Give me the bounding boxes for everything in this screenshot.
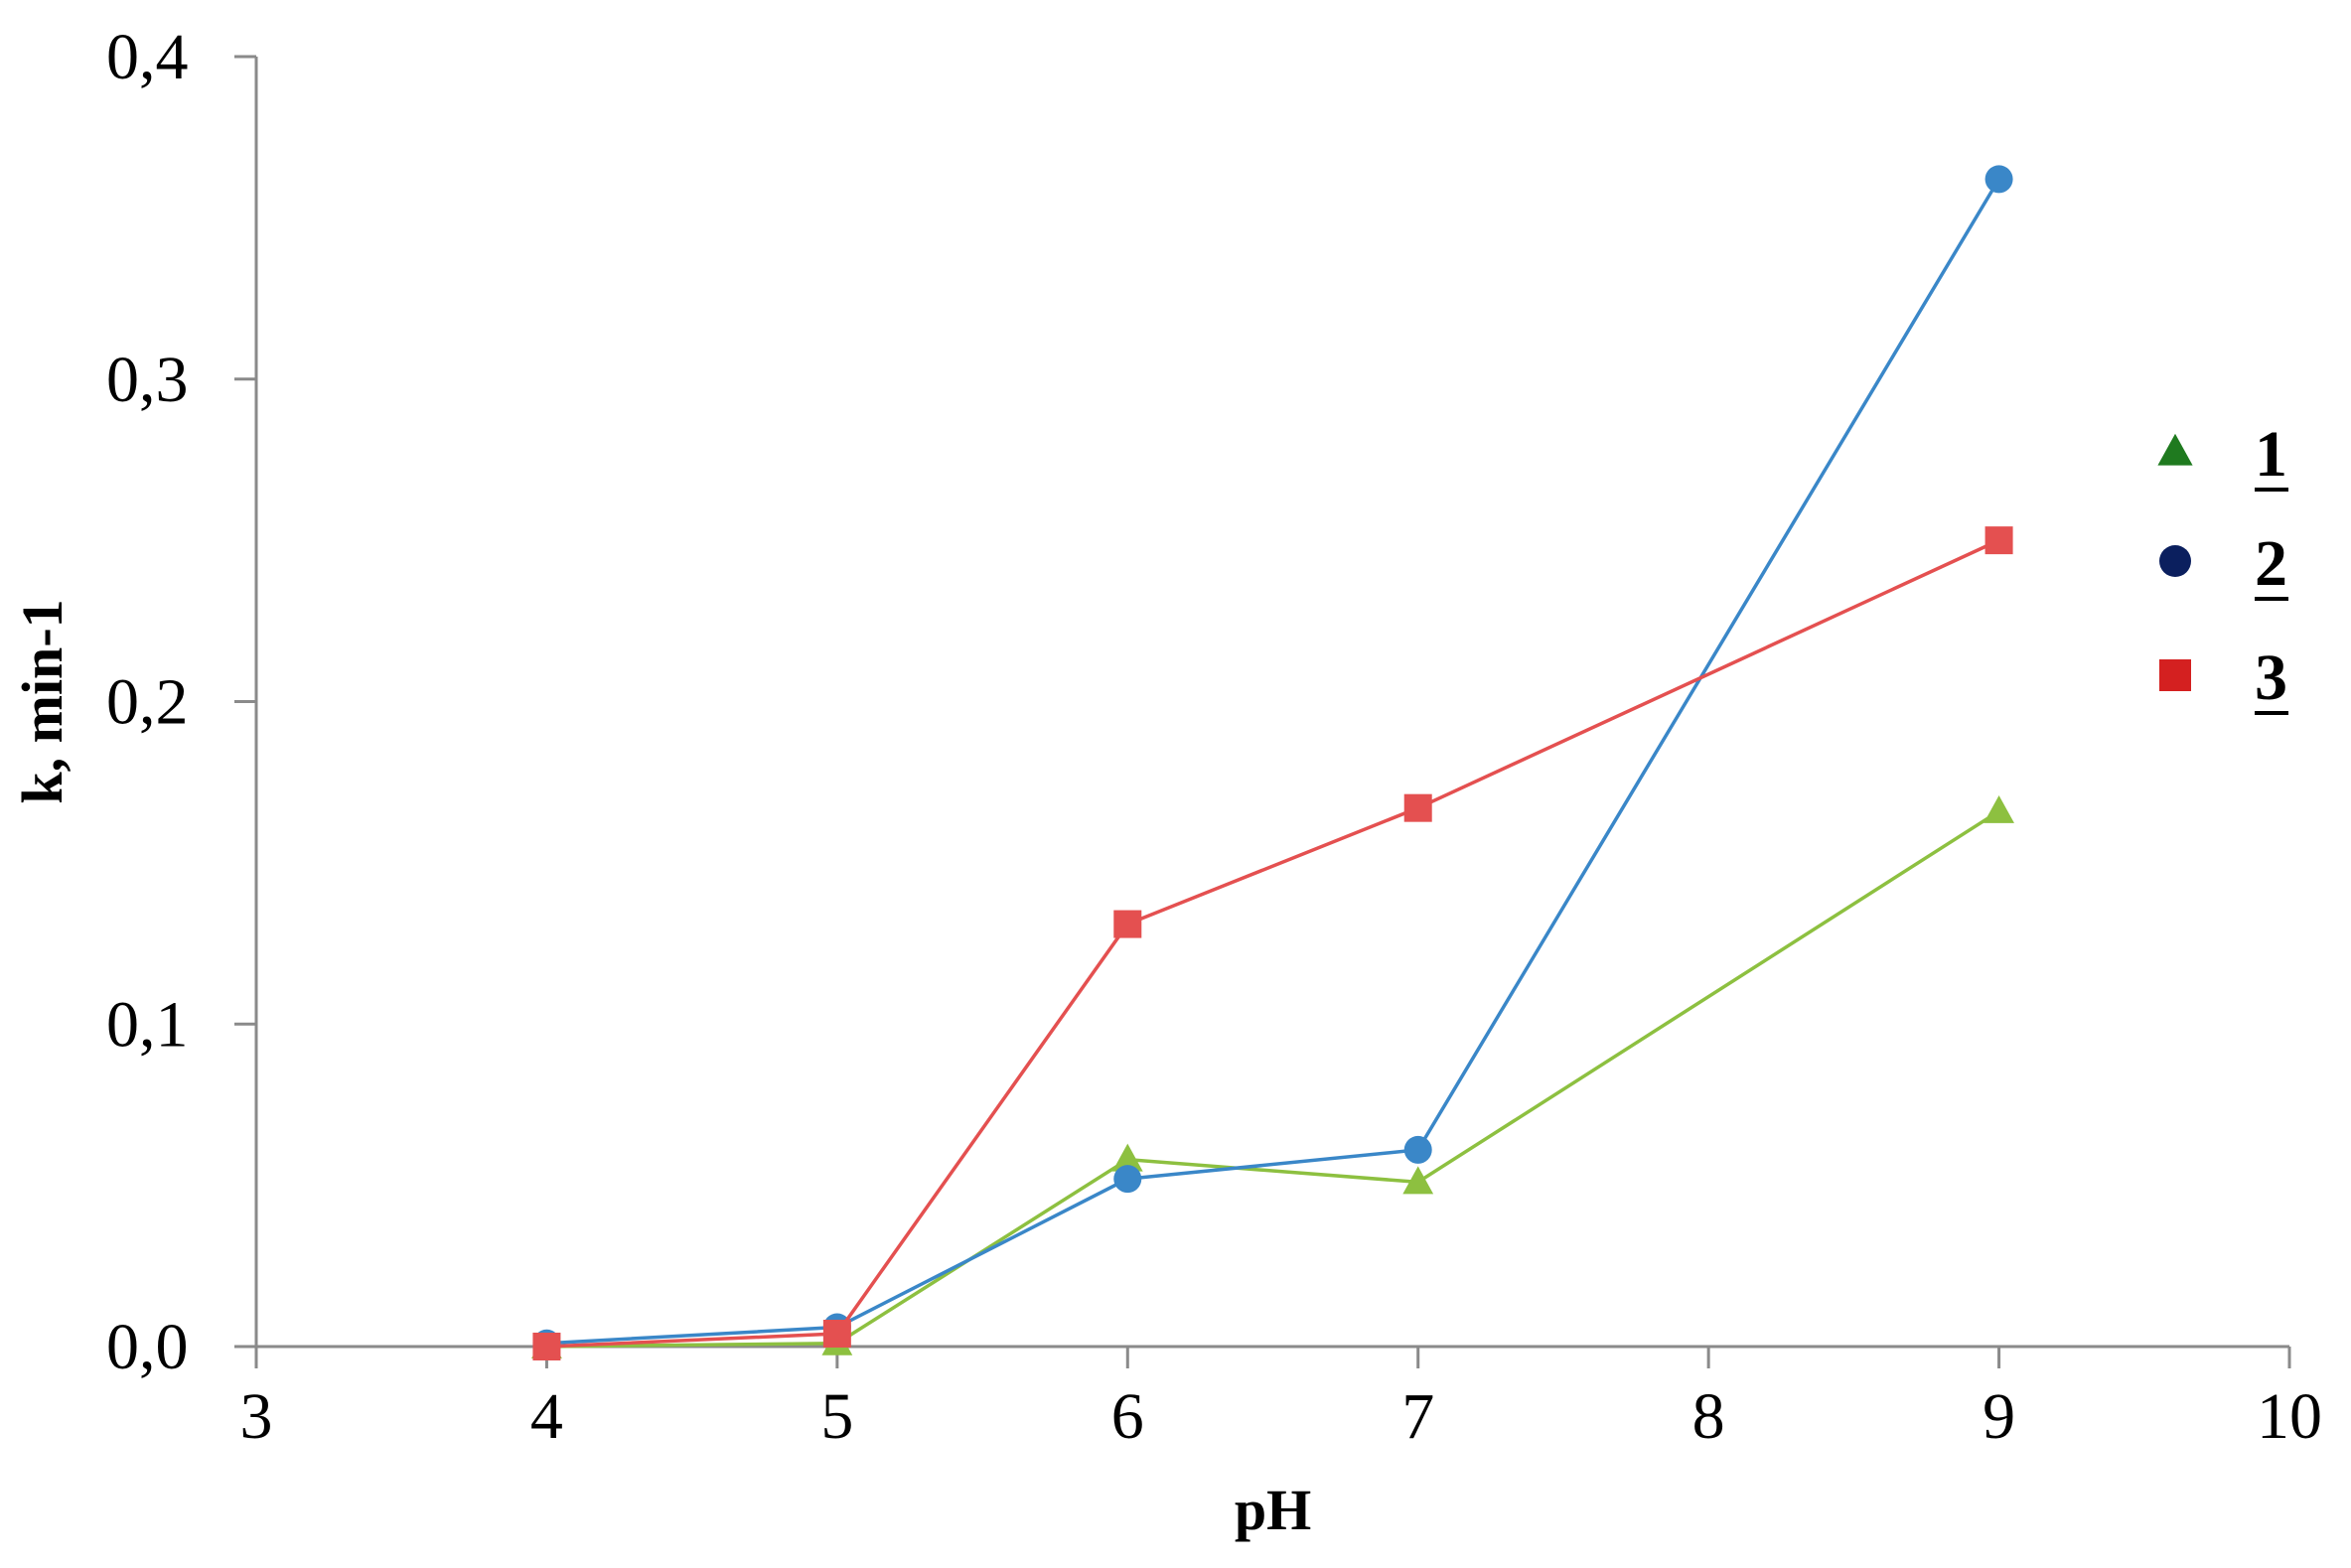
data-point-2 [1113, 1165, 1142, 1194]
data-point-3 [1113, 910, 1142, 938]
x-tick-label: 4 [530, 1380, 563, 1453]
x-tick-label: 10 [2257, 1380, 2322, 1453]
x-tick-label: 8 [1692, 1380, 1725, 1453]
data-point-2 [1984, 165, 2013, 194]
series-line-2 [546, 178, 2001, 1346]
x-tick-label: 5 [820, 1380, 853, 1453]
legend-entry-1: 1 [2157, 418, 2288, 492]
data-point-1 [1984, 794, 2014, 823]
legend-marker-3 [2159, 659, 2191, 691]
y-tick-label: 0,4 [106, 21, 189, 93]
x-tick-label: 7 [1401, 1380, 1434, 1453]
legend-label: 1 [2255, 418, 2287, 491]
series-1 [531, 794, 2014, 1358]
x-tick-label: 6 [1111, 1380, 1144, 1453]
y-tick-label: 0,3 [106, 344, 189, 416]
legend-entry-2: 2 [2159, 527, 2288, 601]
data-point-3 [1403, 793, 1432, 822]
x-axis-title: pH [1235, 1478, 1311, 1542]
series-line-3 [546, 538, 2000, 1349]
y-tick-label: 0,0 [106, 1311, 189, 1383]
legend: 1 2 3 [2157, 418, 2288, 715]
data-point-1 [1402, 1166, 1434, 1195]
data-point-3 [1984, 526, 2013, 555]
legend-label: 3 [2255, 641, 2287, 714]
series-3 [532, 526, 2013, 1360]
series-line-1 [546, 809, 2000, 1349]
data-point-2 [1403, 1135, 1432, 1164]
x-tick-label: 9 [1983, 1380, 2015, 1453]
data-point-3 [822, 1320, 851, 1349]
y-tick-label: 0,2 [106, 666, 189, 739]
y-axis-title: k, min-1 [10, 599, 74, 803]
legend-marker-2 [2159, 545, 2191, 577]
y-tick-label: 0,1 [106, 988, 189, 1061]
axes: 3 4 5 6 7 8 9 10 0,0 0,1 0,2 0,3 0,4 [106, 21, 2322, 1453]
legend-entry-3: 3 [2159, 641, 2288, 715]
x-tick-label: 3 [240, 1380, 273, 1453]
data-point-3 [532, 1333, 561, 1360]
legend-label: 2 [2255, 527, 2287, 600]
data-point-1 [1111, 1143, 1143, 1172]
series-2 [532, 165, 2013, 1357]
series-layer [531, 165, 2014, 1360]
legend-marker-1 [2157, 433, 2193, 466]
